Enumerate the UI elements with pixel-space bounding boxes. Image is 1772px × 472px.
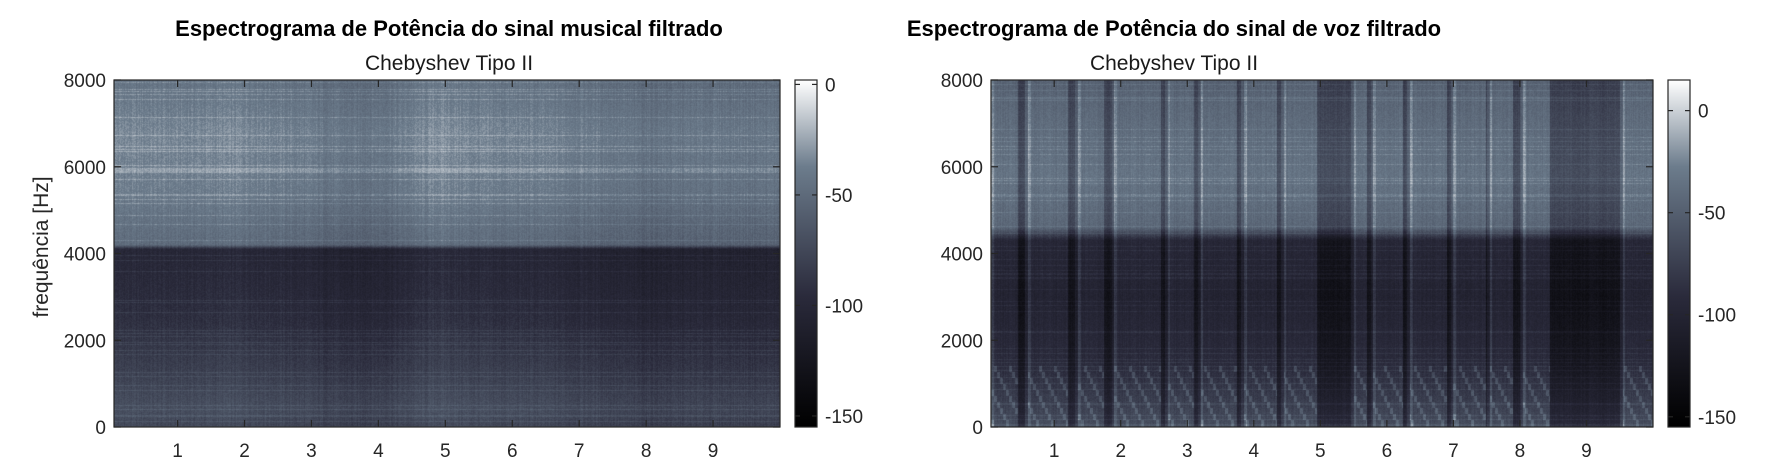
x-tick-label: 3 (1182, 441, 1193, 462)
chart-subtitle-voice: Chebyshev Tipo II (1090, 52, 1258, 75)
colorbar-tick-label: -100 (825, 296, 863, 317)
y-axis-label-music: frequência [Hz] (30, 176, 53, 317)
x-tick-label: 1 (172, 441, 183, 462)
spectrogram-image (114, 80, 780, 427)
x-tick-label: 9 (1581, 441, 1592, 462)
x-tick-label: 2 (1115, 441, 1126, 462)
x-tick-label: 1 (1049, 441, 1060, 462)
x-tick-label: 7 (1448, 441, 1459, 462)
colorbar-tick-label: -150 (825, 407, 863, 428)
colorbar-tick-label: -150 (1698, 408, 1736, 429)
axes-music: 1 2 3 4 5 6 7 8 9 0 2000 4000 6000 8000 (64, 71, 781, 462)
colorbar-tick-label: -50 (825, 186, 852, 207)
colorbar-tick-label: -100 (1698, 306, 1736, 327)
spectrogram-image (991, 80, 1653, 427)
x-tick-label: 6 (1382, 441, 1393, 462)
colorbar-gradient (1667, 79, 1691, 428)
heatmap-voice (991, 80, 1653, 427)
colorbar-gradient (794, 79, 818, 428)
x-tick-label: 6 (507, 441, 518, 462)
x-tick-label: 4 (1249, 441, 1260, 462)
spectrogram-panel-voice: Espectrograma de Potência do sinal de vo… (907, 16, 1736, 462)
x-tick-label: 3 (306, 441, 317, 462)
y-tick-label: 6000 (941, 158, 983, 179)
y-tick-label: 0 (972, 418, 983, 439)
spectrogram-panel-music: Espectrograma de Potência do sinal music… (30, 16, 863, 462)
y-tick-label: 8000 (941, 71, 983, 92)
y-tick-label: 2000 (64, 331, 106, 352)
heatmap-music (114, 80, 780, 427)
chart-title-music: Espectrograma de Potência do sinal music… (175, 16, 723, 41)
x-tick-label: 9 (708, 441, 719, 462)
x-tick-label: 8 (1515, 441, 1526, 462)
colorbar-tick-label: 0 (1698, 102, 1709, 123)
colorbar-music: 0 -50 -100 -150 (794, 75, 863, 428)
y-tick-label: 2000 (941, 331, 983, 352)
chart-subtitle-music: Chebyshev Tipo II (365, 52, 533, 75)
y-tick-label: 6000 (64, 158, 106, 179)
x-tick-label: 4 (373, 441, 384, 462)
colorbar-tick-label: 0 (825, 75, 836, 96)
x-tick-label: 2 (239, 441, 250, 462)
axes-voice: 1 2 3 4 5 6 7 8 9 0 2000 4000 6000 8000 (941, 71, 1654, 462)
colorbar-tick-label: -50 (1698, 204, 1725, 225)
x-tick-label: 5 (440, 441, 451, 462)
y-tick-label: 4000 (941, 245, 983, 266)
chart-title-voice: Espectrograma de Potência do sinal de vo… (907, 16, 1441, 41)
colorbar-voice: 0 -50 -100 -150 (1667, 79, 1736, 429)
y-tick-label: 0 (95, 418, 106, 439)
x-tick-label: 5 (1315, 441, 1326, 462)
x-tick-label: 8 (641, 441, 652, 462)
y-tick-label: 8000 (64, 71, 106, 92)
x-tick-label: 7 (574, 441, 585, 462)
y-tick-label: 4000 (64, 245, 106, 266)
